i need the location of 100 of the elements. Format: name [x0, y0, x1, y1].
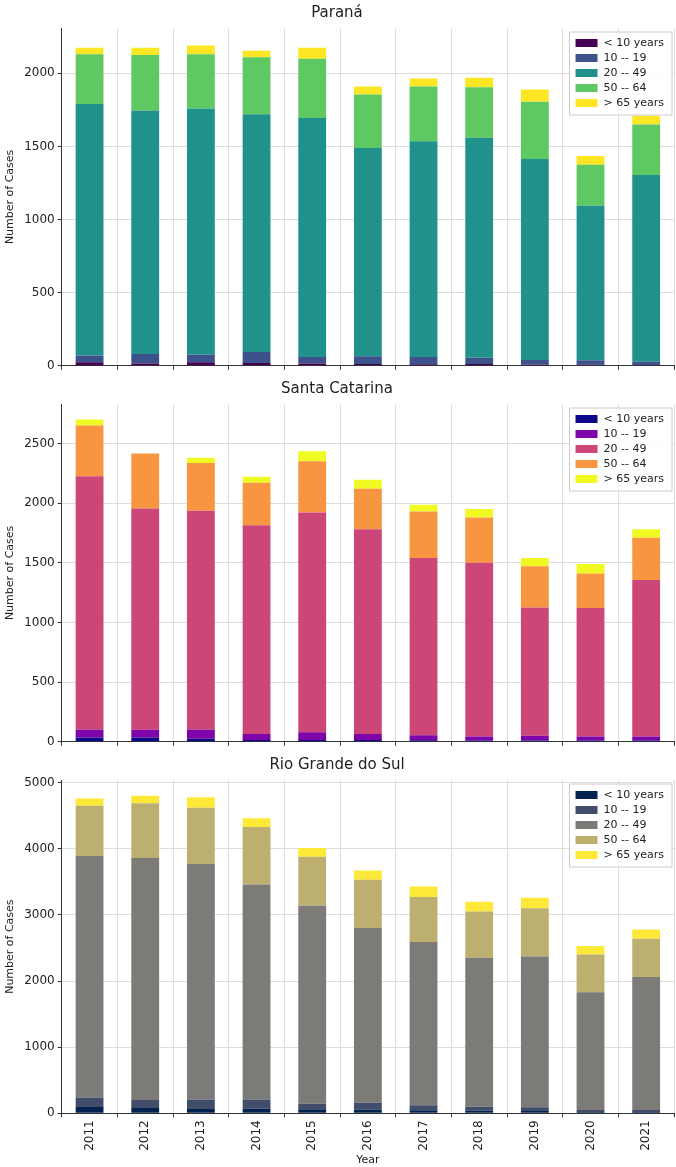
legend-label: < 10 years	[603, 787, 665, 801]
legend-label: > 65 years	[603, 847, 665, 861]
bar	[353, 147, 382, 357]
y-tick-label: 0	[47, 1105, 55, 1120]
bar	[576, 205, 605, 361]
bar	[632, 361, 661, 366]
bar	[298, 848, 327, 857]
bar	[632, 124, 661, 175]
bar	[242, 476, 271, 483]
bar	[632, 174, 661, 362]
bar	[131, 354, 160, 364]
chart-title: Rio Grande do Sul	[269, 754, 405, 773]
bar	[298, 856, 327, 906]
bar	[186, 863, 215, 1100]
bar	[520, 557, 549, 567]
bar	[465, 77, 494, 88]
x-axis-title: Year	[355, 1153, 380, 1167]
y-tick-label: 500	[31, 284, 55, 299]
bar	[242, 1108, 271, 1113]
y-tick-label: 2000	[24, 973, 55, 988]
bar	[465, 911, 494, 958]
y-tick-label: 500	[31, 674, 55, 689]
bar	[298, 451, 327, 462]
bar	[520, 956, 549, 1108]
bar	[353, 488, 382, 530]
bar	[576, 164, 605, 206]
bar	[353, 356, 382, 365]
bar	[298, 905, 327, 1104]
x-tick-label: 2019	[526, 1120, 541, 1151]
bar	[520, 158, 549, 360]
bar	[409, 1110, 438, 1113]
bar	[632, 736, 661, 741]
bar	[298, 58, 327, 118]
y-tick-label: 1000	[24, 614, 55, 629]
bar	[75, 805, 104, 857]
bar	[353, 94, 382, 148]
legend-label: 20 -- 49	[603, 441, 647, 455]
bar	[409, 897, 438, 942]
legend-label: 20 -- 49	[603, 817, 647, 831]
bar	[632, 115, 661, 125]
legend-label: 50 -- 64	[603, 80, 647, 94]
bar	[520, 607, 549, 736]
bar	[186, 108, 215, 355]
x-tick-label: 2016	[359, 1120, 374, 1151]
x-tick-label: 2018	[471, 1120, 486, 1151]
bar	[186, 354, 215, 363]
bar	[131, 803, 160, 859]
legend-label: 10 -- 19	[603, 802, 647, 816]
bar	[298, 1109, 327, 1113]
bar	[131, 55, 160, 111]
bar	[298, 1103, 327, 1110]
legend-label: < 10 years	[603, 35, 665, 49]
bar	[520, 89, 549, 102]
bar	[75, 729, 104, 738]
bar	[520, 359, 549, 365]
bar	[409, 357, 438, 365]
bar	[242, 482, 271, 526]
bar	[409, 942, 438, 1106]
y-tick-label: 5000	[24, 774, 55, 789]
bar	[186, 797, 215, 808]
bar	[186, 807, 215, 864]
bar	[75, 798, 104, 806]
bar	[131, 795, 160, 804]
bar	[298, 47, 327, 59]
x-tick-label: 2015	[304, 1120, 319, 1151]
bar	[632, 529, 661, 538]
bar	[186, 463, 215, 511]
y-tick-label: 0	[47, 733, 55, 748]
bar	[520, 566, 549, 608]
bar	[409, 141, 438, 358]
bar	[186, 1108, 215, 1113]
bar	[186, 510, 215, 730]
bar	[242, 884, 271, 1100]
bar	[353, 928, 382, 1103]
bar	[131, 729, 160, 738]
bar	[632, 977, 661, 1110]
bar	[520, 735, 549, 741]
legend-label: 50 -- 64	[603, 832, 647, 846]
bar	[131, 453, 160, 509]
bar	[186, 457, 215, 464]
bar	[409, 735, 438, 741]
bar	[75, 362, 104, 366]
bar	[465, 517, 494, 563]
bar	[131, 858, 160, 1101]
bar	[242, 57, 271, 115]
y-tick-label: 2500	[24, 435, 55, 450]
bar	[242, 114, 271, 352]
bar	[520, 897, 549, 909]
bar	[632, 580, 661, 737]
bar	[465, 957, 494, 1107]
bar	[298, 357, 327, 364]
bar	[576, 954, 605, 993]
bar	[409, 78, 438, 87]
x-tick-label: 2017	[415, 1120, 430, 1151]
bar	[465, 736, 494, 741]
bar	[520, 101, 549, 159]
bar	[576, 608, 605, 737]
bar	[242, 818, 271, 827]
bar	[131, 508, 160, 730]
y-axis-title: Number of Cases	[3, 899, 17, 994]
